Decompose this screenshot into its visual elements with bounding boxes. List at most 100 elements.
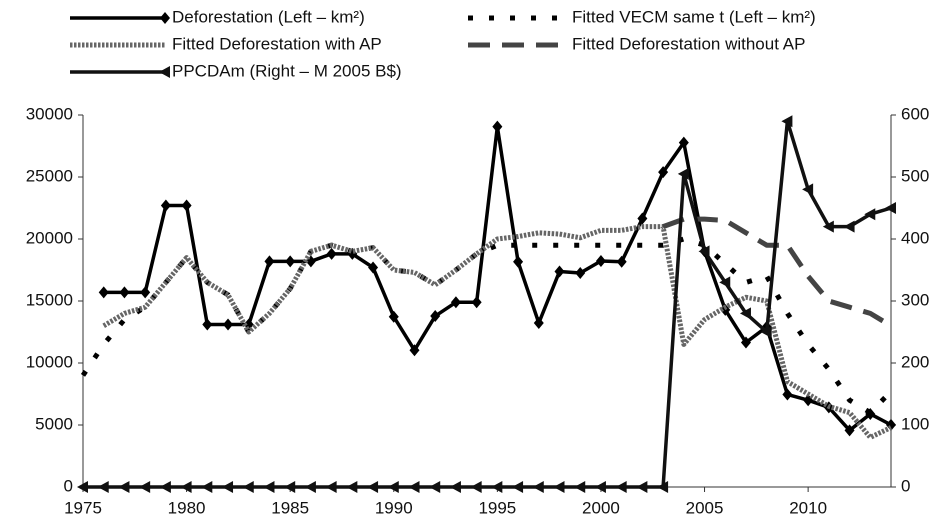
marker (346, 481, 358, 493)
marker (77, 481, 88, 493)
marker (367, 481, 379, 493)
legend-marker (160, 12, 170, 24)
marker (325, 481, 337, 493)
marker (677, 167, 689, 180)
y2-tick-label: 600 (901, 104, 929, 123)
y-tick-label: 5000 (35, 414, 73, 433)
marker (615, 481, 627, 493)
marker (118, 481, 130, 493)
marker (657, 481, 669, 493)
y-tick-label: 15000 (26, 290, 73, 309)
marker (139, 481, 151, 493)
y2-tick-label: 500 (901, 166, 929, 185)
legend-label: Deforestation (Left – km²) (172, 7, 365, 26)
marker (864, 208, 876, 221)
y-tick-label: 25000 (26, 166, 73, 185)
marker (304, 481, 316, 493)
marker (409, 344, 420, 357)
y2-tick-label: 100 (901, 414, 929, 433)
legend-label: Fitted Deforestation with AP (172, 34, 382, 53)
marker (885, 202, 896, 214)
marker (616, 255, 627, 268)
marker (513, 255, 524, 268)
marker (264, 255, 275, 268)
marker (159, 481, 171, 493)
x-tick-label: 2010 (789, 498, 827, 517)
y-tick-label: 10000 (26, 352, 73, 371)
marker (387, 481, 399, 493)
legend-marker (159, 66, 170, 78)
marker (202, 318, 213, 331)
marker (471, 296, 482, 309)
marker (740, 336, 751, 349)
y2-tick-label: 300 (901, 290, 929, 309)
marker (781, 115, 793, 128)
marker (658, 166, 669, 179)
marker (119, 286, 130, 299)
marker (843, 220, 855, 233)
marker (760, 326, 772, 338)
marker (430, 310, 441, 323)
y-tick-label: 30000 (26, 104, 73, 123)
y-tick-label: 20000 (26, 228, 73, 247)
marker (284, 481, 296, 493)
marker (326, 247, 337, 260)
x-tick-label: 1995 (478, 498, 516, 517)
series-line (662, 216, 893, 328)
marker (802, 183, 814, 196)
marker (595, 254, 606, 267)
marker (844, 424, 855, 437)
marker (450, 296, 461, 309)
marker (554, 265, 565, 278)
marker (532, 481, 544, 493)
marker (492, 120, 503, 133)
marker (719, 276, 731, 289)
marker (886, 418, 896, 431)
series-line (102, 224, 893, 440)
marker (263, 481, 275, 493)
marker (222, 481, 234, 493)
legend-label: PPCDAm (Right – M 2005 B$) (172, 61, 402, 80)
marker (512, 481, 524, 493)
marker (429, 481, 441, 493)
marker (470, 481, 482, 493)
marker (97, 481, 109, 493)
marker (553, 481, 565, 493)
marker (678, 136, 689, 149)
marker (140, 286, 151, 299)
marker (533, 316, 544, 329)
y2-tick-label: 200 (901, 352, 929, 371)
marker (594, 481, 606, 493)
y-tick-label: 0 (64, 476, 73, 495)
marker (782, 388, 793, 401)
y2-tick-label: 400 (901, 228, 929, 247)
marker (285, 255, 296, 268)
y2-tick-label: 0 (901, 476, 910, 495)
marker (491, 481, 503, 493)
series-line (83, 119, 892, 489)
marker (181, 199, 192, 212)
marker (160, 199, 171, 212)
marker (368, 261, 379, 274)
marker (574, 481, 586, 493)
x-tick-label: 1980 (168, 498, 206, 517)
marker (449, 481, 461, 493)
marker (201, 481, 213, 493)
marker (739, 307, 751, 320)
x-tick-label: 1975 (64, 498, 102, 517)
legend-label: Fitted Deforestation without AP (572, 34, 805, 53)
marker (637, 212, 648, 225)
marker (223, 318, 234, 331)
x-tick-label: 1990 (375, 498, 413, 517)
marker (242, 481, 254, 493)
marker (575, 266, 586, 279)
marker (822, 220, 834, 233)
x-tick-label: 2000 (582, 498, 620, 517)
marker (388, 310, 399, 323)
marker (408, 481, 420, 493)
marker (698, 245, 710, 258)
marker (636, 481, 648, 493)
x-tick-label: 1985 (271, 498, 309, 517)
